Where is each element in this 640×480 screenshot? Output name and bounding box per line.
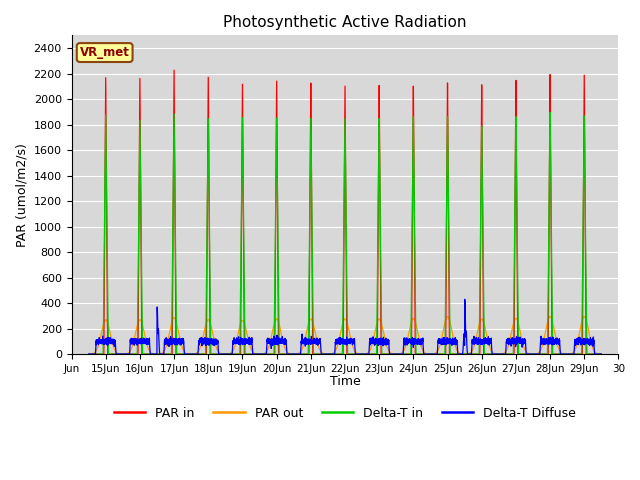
Legend: PAR in, PAR out, Delta-T in, Delta-T Diffuse: PAR in, PAR out, Delta-T in, Delta-T Dif…	[109, 402, 581, 425]
Title: Photosynthetic Active Radiation: Photosynthetic Active Radiation	[223, 15, 467, 30]
X-axis label: Time: Time	[330, 375, 360, 388]
Text: VR_met: VR_met	[80, 46, 130, 59]
Y-axis label: PAR (umol/m2/s): PAR (umol/m2/s)	[15, 143, 28, 247]
